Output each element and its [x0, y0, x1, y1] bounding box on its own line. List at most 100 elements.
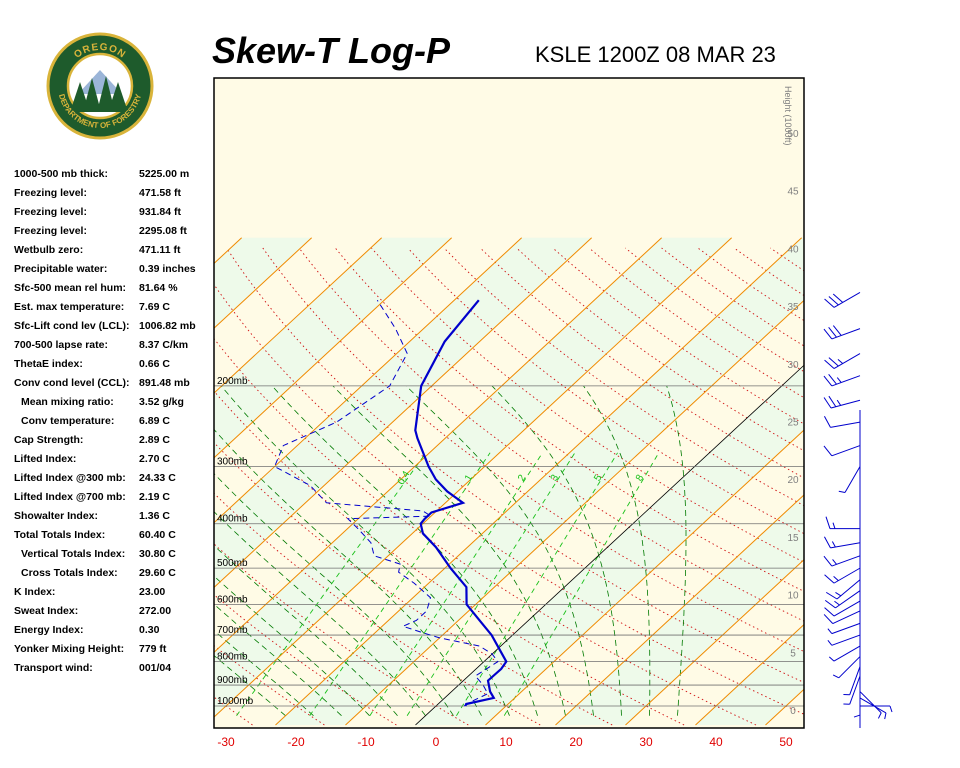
- stat-row: Freezing level: 2295.08 ft: [14, 225, 214, 244]
- height-tick-label: 50: [787, 129, 799, 140]
- stat-row: Yonker Mixing Height: 779 ft: [14, 643, 214, 662]
- isobar-label: 1000mb: [217, 696, 254, 707]
- isotherm: [0, 238, 172, 725]
- stat-value: 471.58 ft: [139, 187, 182, 199]
- wind-barb: [824, 567, 861, 584]
- stat-label: Cross Totals Index:: [21, 567, 118, 579]
- height-axis-title: Height (1000ft): [783, 86, 793, 146]
- wind-barb: [853, 685, 861, 718]
- wind-barb: [843, 666, 861, 696]
- stat-label: Conv cond level (CCL):: [14, 377, 130, 389]
- stat-value: 5225.00 m: [139, 168, 190, 180]
- wind-barb: [823, 325, 861, 340]
- stat-value: 2295.08 ft: [139, 225, 187, 237]
- stat-value: 272.00: [139, 605, 172, 617]
- moist-adiabat: [214, 630, 314, 716]
- isobar-label: 200mb: [217, 376, 248, 387]
- isobar-label: 300mb: [217, 457, 248, 468]
- wind-barb-flag: [823, 555, 833, 567]
- isotherm: [214, 237, 452, 459]
- wind-barb-flag: [823, 445, 833, 457]
- moist-adiabat: [220, 385, 510, 716]
- moist-adiabat: [491, 385, 622, 716]
- wind-barb-flag: [823, 328, 833, 340]
- stat-row: Sfc-500 mean rel hum: 81.64 %: [14, 282, 214, 301]
- wind-barb-half-flag: [834, 600, 840, 606]
- wind-barb-half-flag: [884, 712, 887, 720]
- wind-barb: [859, 691, 882, 719]
- chart-title: Skew-T Log-P: [212, 30, 451, 71]
- moist-adiabat: [214, 472, 454, 716]
- stat-row: Cross Totals Index: 29.60 C: [14, 567, 214, 586]
- wind-barb-half-flag: [832, 559, 837, 565]
- stat-value: 6.89 C: [139, 415, 170, 427]
- moist-adiabat: [583, 385, 651, 716]
- wind-barb-staff: [831, 328, 861, 340]
- stat-row: Energy Index: 0.30: [14, 624, 214, 643]
- stat-label: Energy Index:: [14, 624, 84, 636]
- stat-row: Freezing level: 931.84 ft: [14, 206, 214, 225]
- stat-label: Total Totals Index:: [14, 529, 106, 541]
- x-tick-label: -30: [217, 735, 235, 749]
- stat-label: Conv temperature:: [21, 415, 115, 427]
- stat-value: 23.00: [139, 586, 166, 598]
- isotherm: [214, 237, 592, 589]
- wind-barb: [825, 579, 861, 600]
- dry-adiabat: [807, 248, 960, 725]
- wind-barb: [823, 555, 861, 567]
- mixing-ratio-label: 1: [463, 473, 476, 484]
- stat-label: 700-500 lapse rate:: [14, 339, 108, 351]
- wind-barb-staff: [831, 445, 861, 457]
- stat-value: 0.39 inches: [139, 263, 196, 275]
- wind-barb-flag: [823, 536, 831, 549]
- stat-row: Conv cond level (CCL): 891.48 mb: [14, 377, 214, 396]
- wind-barb-flag: [832, 293, 844, 303]
- height-tick-label: 0: [790, 706, 796, 717]
- stat-value: 2.89 C: [139, 434, 170, 446]
- wind-barb-half-flag: [832, 674, 840, 679]
- stat-row: ThetaE index: 0.66 C: [14, 358, 214, 377]
- moist-adiabat: [214, 603, 342, 716]
- isotherm: [214, 237, 312, 329]
- stat-label: K Index:: [14, 586, 56, 598]
- mixing-ratio-label: 2: [516, 473, 529, 484]
- stat-label: Freezing level:: [14, 187, 87, 199]
- x-tick-label: 20: [569, 735, 583, 749]
- isotherm: [555, 494, 804, 726]
- wind-barb-staff: [830, 421, 861, 428]
- height-tick-label: 5: [790, 648, 796, 659]
- mixing-ratio-line: [369, 452, 543, 716]
- stat-value: 1.36 C: [139, 510, 170, 522]
- isotherm: [214, 237, 522, 524]
- dry-adiabat: [214, 283, 804, 715]
- stat-row: Sfc-Lift cond lev (LCL): 1006.82 mb: [14, 320, 214, 339]
- dry-adiabat: [0, 248, 181, 725]
- moist-adiabat: [666, 385, 687, 716]
- wind-barb-half-flag: [835, 592, 842, 597]
- stat-label: Lifted Index:: [14, 453, 77, 465]
- mixing-ratio-line: [503, 452, 660, 716]
- stat-label: Freezing level:: [14, 206, 87, 218]
- dry-adiabat: [214, 543, 469, 726]
- isobar-label: 500mb: [217, 558, 248, 569]
- stat-row: Wetbulb zero: 471.11 ft: [14, 244, 214, 263]
- height-tick-label: 35: [787, 302, 799, 313]
- wind-barb-flag: [824, 599, 836, 609]
- stat-label: Precipitable water:: [14, 263, 108, 275]
- mixing-ratio-line: [309, 452, 491, 716]
- mixing-ratio-label: 3: [549, 473, 562, 484]
- wind-barb-flag: [823, 415, 831, 428]
- wind-barb-half-flag: [828, 656, 835, 662]
- stat-row: 700-500 lapse rate: 8.37 C/km: [14, 339, 214, 358]
- x-tick-label: 30: [639, 735, 653, 749]
- wind-barb-staff: [831, 622, 861, 635]
- wind-barb-flag: [828, 326, 837, 338]
- dry-adiabat: [298, 247, 804, 622]
- stat-value: 0.66 C: [139, 358, 170, 370]
- moist-adiabat: [214, 428, 482, 716]
- wind-barb: [828, 645, 861, 662]
- wind-barb-flag: [823, 375, 833, 387]
- stat-row: Lifted Index @700 mb: 2.19 C: [14, 491, 214, 510]
- stat-value: 891.48 mb: [139, 377, 190, 389]
- stat-value: 24.33 C: [139, 472, 176, 484]
